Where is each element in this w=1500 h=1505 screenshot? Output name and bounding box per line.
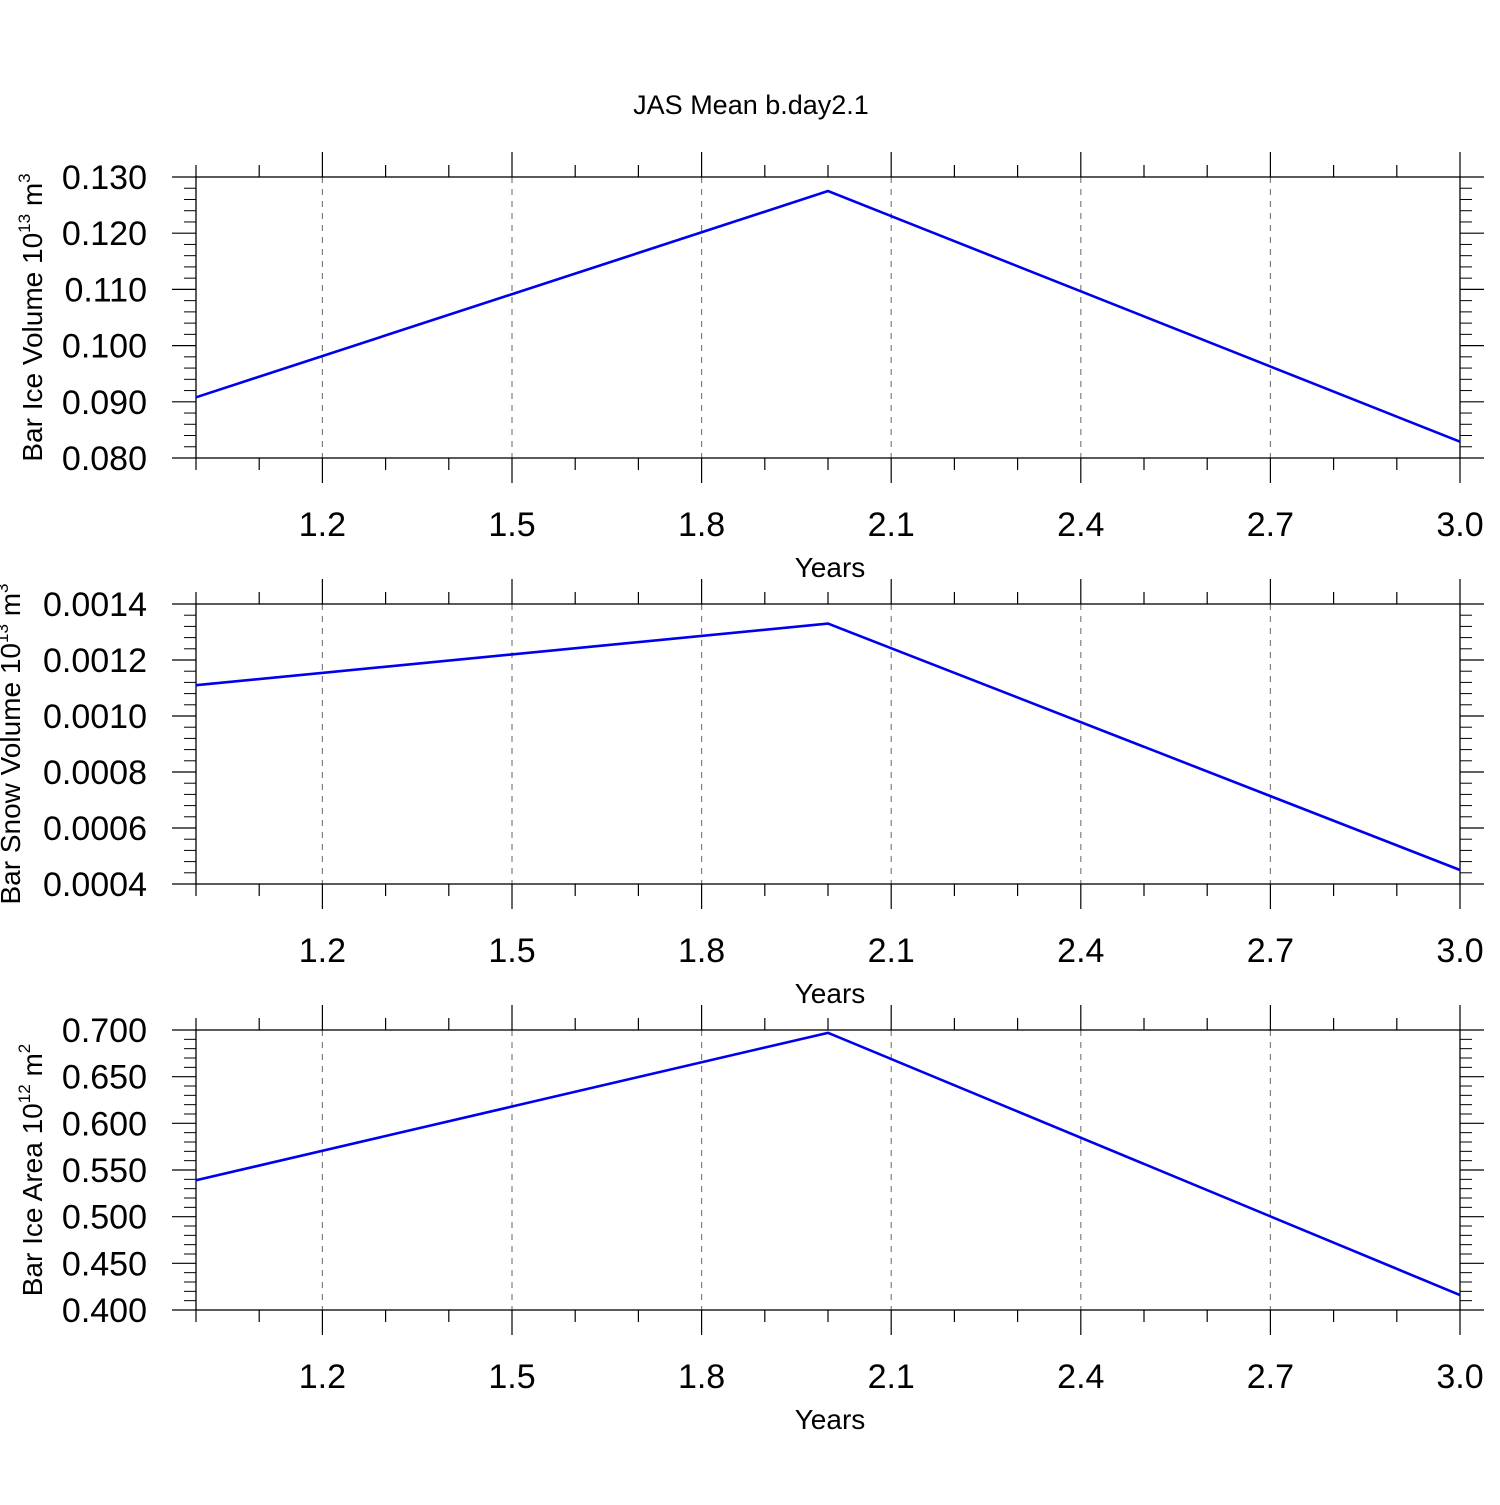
- y-tick-label: 0.0010: [43, 698, 147, 736]
- x-tick-label: 1.2: [299, 932, 346, 970]
- y-tick-label: 0.650: [62, 1059, 147, 1097]
- x-tick-label: 2.4: [1057, 1358, 1104, 1396]
- y-axis-title: Bar Ice Volume 1013 m3: [15, 173, 48, 461]
- y-axis-title-superscript: 13: [15, 214, 34, 233]
- y-axis-title-text: m: [17, 183, 48, 214]
- x-tick-label: 3.0: [1436, 506, 1483, 544]
- y-axis-title-superscript: 12: [15, 1084, 34, 1103]
- x-axis-title: Years: [795, 552, 866, 583]
- y-tick-label: 0.700: [62, 1012, 147, 1050]
- y-tick-label: 0.550: [62, 1152, 147, 1190]
- y-axis-title-text: m: [0, 593, 26, 624]
- y-axis-title-superscript: 13: [0, 624, 12, 643]
- chart-panel-1: 1.2 1.5 1.8 2.1 2.4 2.7 3.0 0.080 0.090 0.100 0.11…: [15, 152, 1484, 583]
- y-tick-label: 0.600: [62, 1105, 147, 1143]
- y-axis-title-superscript: 3: [15, 173, 34, 182]
- y-tick-label: 0.130: [62, 159, 147, 197]
- x-tick-label: 1.5: [488, 506, 535, 544]
- series-line: [195, 189, 1461, 443]
- x-tick-label: 2.7: [1247, 506, 1294, 544]
- y-tick-label: 0.0012: [43, 642, 147, 680]
- y-axis-title: Bar Ice Area 1012 m2: [15, 1044, 48, 1297]
- y-axis-title-text: Bar Ice Volume 10: [17, 233, 48, 462]
- y-axis-title-text: Bar Snow Volume 10: [0, 643, 26, 905]
- y-tick-label: 0.110: [64, 271, 147, 309]
- y-tick-label: 0.450: [62, 1245, 147, 1283]
- series-line: [195, 1031, 1461, 1297]
- y-tick-label: 0.0014: [43, 586, 147, 624]
- y-axis-title: Bar Snow Volume 1013 m3: [0, 584, 26, 905]
- x-axis-title: Years: [795, 978, 866, 1009]
- x-tick-label: 3.0: [1436, 932, 1483, 970]
- x-tick-label: 3.0: [1436, 1358, 1483, 1396]
- y-axis-title-superscript: 2: [15, 1044, 34, 1053]
- y-axis-title-text: Bar Ice Area 10: [17, 1103, 48, 1296]
- plot-frame: [195, 176, 1461, 459]
- x-tick-label: 1.8: [678, 932, 725, 970]
- y-tick-label: 0.120: [62, 215, 147, 253]
- x-tick-label: 2.1: [868, 506, 915, 544]
- x-tick-label: 1.8: [678, 506, 725, 544]
- series-line: [195, 622, 1461, 872]
- y-axis-title-superscript: 3: [0, 584, 12, 593]
- x-tick-label: 1.8: [678, 1358, 725, 1396]
- y-tick-label: 0.090: [62, 384, 147, 422]
- chart-panel-2: 1.2 1.5 1.8 2.1 2.4 2.7 3.0 0.0004 0.0006 0.0008 0…: [0, 579, 1484, 1009]
- y-tick-label: 0.500: [62, 1199, 147, 1237]
- y-tick-label: 0.080: [62, 440, 147, 478]
- y-tick-label: 0.0006: [43, 810, 147, 848]
- y-tick-label: 0.400: [62, 1292, 147, 1330]
- x-tick-label: 1.2: [299, 1358, 346, 1396]
- y-tick-label: 0.0004: [43, 866, 147, 904]
- y-tick-label: 0.100: [62, 328, 147, 366]
- chart-panel-3: 1.2 1.5 1.8 2.1 2.4 2.7 3.0 0.400 0.450 0.500 0.55…: [15, 1005, 1484, 1435]
- x-tick-label: 1.2: [299, 506, 346, 544]
- x-tick-label: 2.7: [1247, 1358, 1294, 1396]
- x-tick-label: 2.1: [868, 1358, 915, 1396]
- y-axis-title-text: m: [17, 1053, 48, 1084]
- y-tick-label: 0.0008: [43, 754, 147, 792]
- x-tick-label: 1.5: [488, 932, 535, 970]
- x-tick-label: 2.1: [868, 932, 915, 970]
- x-tick-label: 1.5: [488, 1358, 535, 1396]
- x-tick-label: 2.4: [1057, 932, 1104, 970]
- x-tick-label: 2.7: [1247, 932, 1294, 970]
- x-tick-label: 2.4: [1057, 506, 1104, 544]
- page-title: JAS Mean b.day2.1: [633, 90, 869, 120]
- x-axis-title: Years: [795, 1404, 866, 1435]
